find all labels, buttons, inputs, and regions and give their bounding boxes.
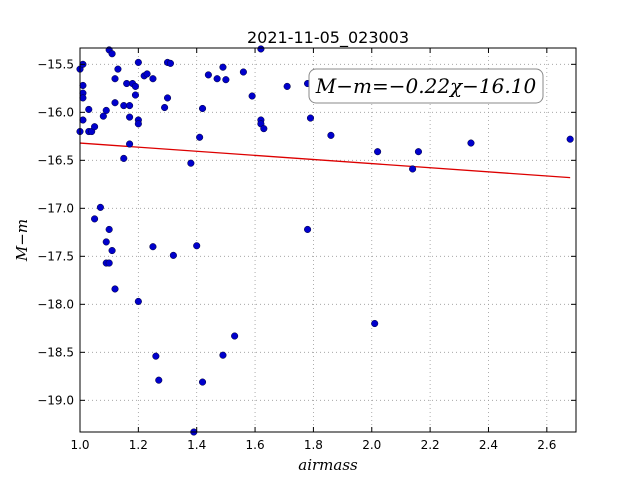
data-point: [219, 351, 227, 359]
data-point: [566, 135, 574, 143]
data-point: [204, 71, 212, 79]
data-point: [120, 154, 128, 162]
data-point: [169, 251, 177, 259]
data-point: [231, 332, 239, 340]
data-point: [99, 112, 107, 120]
data-point: [371, 319, 379, 328]
data-point: [111, 99, 119, 107]
x-tick-label: 1.8: [304, 438, 323, 452]
y-tick-label: −17.5: [37, 249, 74, 263]
x-axis-label: airmass: [298, 456, 358, 474]
data-point: [126, 113, 134, 121]
data-point: [108, 50, 116, 58]
data-point: [409, 165, 417, 173]
data-point: [198, 104, 207, 113]
data-point: [248, 92, 256, 100]
x-tick-label: 2.6: [537, 438, 556, 452]
data-point: [161, 103, 169, 112]
y-tick-label: −15.5: [37, 57, 74, 71]
y-tick-labels: −15.5 −16.0 −16.5 −17.0 −17.5 −18.0 −18.5 −19.0: [37, 57, 74, 407]
data-point: [91, 215, 99, 223]
data-point: [222, 76, 230, 84]
data-point: [96, 203, 104, 211]
data-point: [85, 105, 93, 113]
axis-ticks: [79, 48, 576, 432]
data-point: [414, 148, 422, 156]
data-point: [260, 125, 268, 133]
x-tick-label: 1.0: [70, 438, 89, 452]
data-point: [257, 45, 265, 53]
y-tick-label: −16.5: [37, 153, 74, 167]
x-tick-label: 2.2: [421, 438, 440, 452]
x-tick-label: 1.6: [246, 438, 265, 452]
x-tick-label: 2.4: [479, 438, 498, 452]
data-point: [196, 133, 204, 141]
data-point: [126, 102, 134, 110]
y-tick-label: −17.0: [37, 201, 74, 215]
data-point: [219, 63, 227, 71]
y-tick-label: −19.0: [37, 393, 74, 407]
x-tick-label: 1.4: [187, 438, 206, 452]
data-point: [114, 65, 122, 73]
data-point: [213, 75, 221, 83]
data-point: [166, 59, 174, 67]
data-point: [134, 120, 142, 128]
data-point: [149, 75, 157, 83]
data-point: [134, 297, 142, 305]
data-point: [105, 259, 113, 267]
data-point: [155, 376, 163, 384]
data-point: [79, 116, 87, 124]
chart-title: 2021-11-05_023003: [247, 28, 409, 48]
data-point: [149, 243, 157, 251]
data-point: [126, 140, 134, 148]
data-points: [76, 45, 574, 436]
x-tick-label: 2.0: [362, 438, 381, 452]
data-point: [131, 82, 139, 90]
data-point: [111, 75, 119, 83]
data-point: [467, 139, 475, 147]
data-point: [134, 58, 142, 66]
fit-line: [79, 142, 571, 179]
annotation-box: [308, 68, 544, 104]
data-point: [108, 247, 116, 255]
x-tick-labels: 1.0 1.2 1.4 1.6 1.8 2.0 2.2 2.4 2.6: [70, 438, 556, 452]
data-point: [152, 352, 160, 360]
data-point: [374, 148, 382, 156]
data-point: [79, 81, 87, 89]
data-point: [111, 285, 119, 293]
data-point: [102, 238, 110, 246]
data-point: [283, 82, 291, 90]
data-point: [187, 159, 195, 167]
data-point: [163, 94, 172, 102]
plot-frame: [79, 47, 577, 433]
data-point: [91, 123, 99, 131]
data-point: [102, 106, 110, 114]
data-point: [143, 70, 151, 78]
data-point: [327, 131, 335, 139]
y-tick-label: −18.5: [37, 345, 74, 359]
annotation-text: M−m=−0.22χ−16.10: [315, 74, 537, 98]
data-point: [105, 225, 113, 233]
data-point: [193, 242, 201, 250]
x-tick-label: 1.2: [129, 438, 148, 452]
data-point: [79, 94, 87, 102]
data-point: [198, 378, 207, 386]
data-point: [306, 114, 315, 122]
y-axis-label: M−m: [13, 219, 31, 262]
y-tick-label: −16.0: [37, 105, 74, 119]
y-tick-label: −18.0: [37, 297, 74, 311]
data-point: [131, 91, 139, 99]
fit-annotation: M−m=−0.22χ−16.10: [308, 68, 544, 104]
data-point: [239, 68, 247, 76]
data-point: [304, 225, 312, 233]
